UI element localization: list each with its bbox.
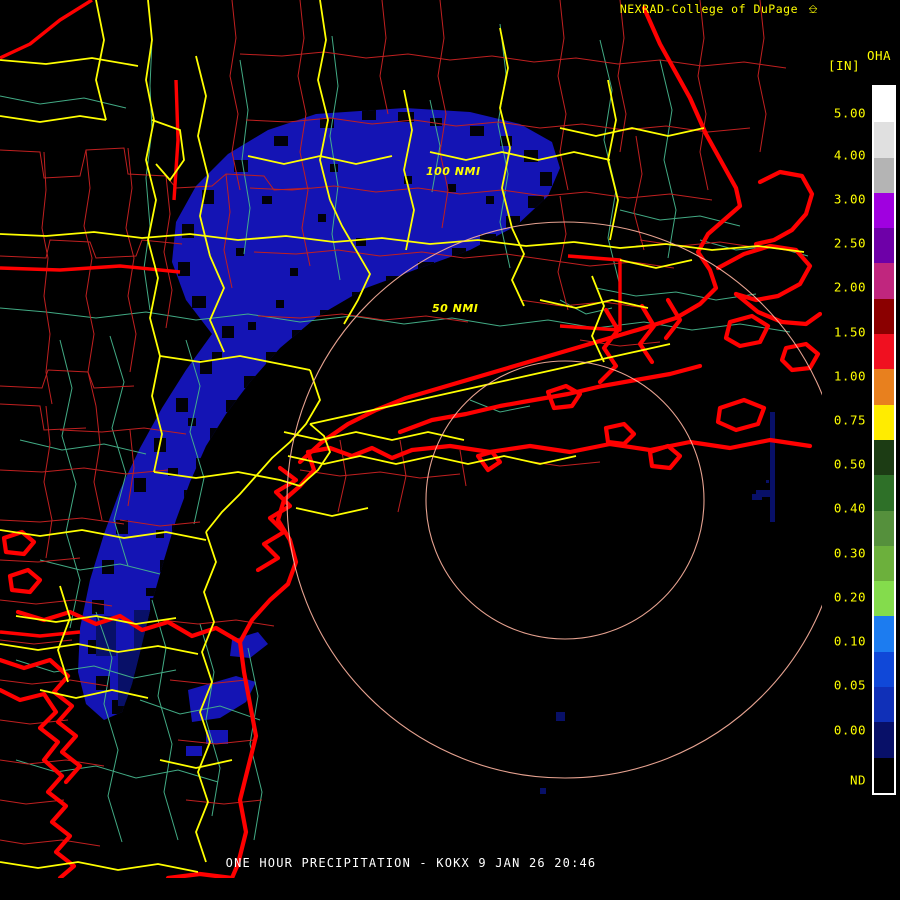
colorbar-tick-label: 0.50	[833, 456, 866, 472]
colorbar-tick-label: 0.30	[833, 545, 866, 561]
colorbar-band	[874, 722, 894, 758]
colorbar-tick-label: 1.00	[833, 368, 866, 384]
colorbar-band	[874, 404, 894, 440]
color-scale-legend: OHA [IN] 5.00 4.00 3.00 2.50 2.00 1.50 1.00 0.7…	[822, 0, 900, 900]
colorbar-tick-label: 1.50	[833, 324, 866, 340]
colorbar-band	[874, 192, 894, 229]
colorbar-tick-label: 3.00	[833, 191, 866, 207]
colorbar-band	[874, 687, 894, 723]
river-layer	[0, 0, 809, 843]
colorbar-tick-label: 0.05	[833, 677, 866, 693]
colorbar-tick-label: 2.50	[833, 235, 866, 251]
colorbar-tick-label: 0.20	[833, 589, 866, 605]
colorbar	[872, 85, 896, 795]
colorbar-band	[874, 87, 894, 123]
colorbar-tick-label: 0.10	[833, 633, 866, 649]
radar-map-canvas: 100 NMI 50 NMI NEXRAD-College of DuPage …	[0, 0, 822, 878]
colorbar-band	[874, 545, 894, 582]
colorbar-band	[874, 157, 894, 193]
map-vector-layer	[0, 0, 822, 878]
colorbar-band	[874, 475, 894, 511]
range-ring-label-100nmi: 100 NMI	[426, 165, 481, 178]
credit-text: NEXRAD-College of DuPage	[619, 2, 798, 16]
registered-mark-icon: ⎒	[808, 2, 818, 16]
colorbar-band	[874, 228, 894, 264]
colorbar-band	[874, 334, 894, 370]
colorbar-tick-label: 4.00	[833, 147, 866, 163]
state-border-layer	[0, 0, 622, 638]
colorbar-band	[874, 369, 894, 405]
legend-product-code: OHA	[867, 48, 892, 63]
colorbar-band	[874, 581, 894, 617]
colorbar-band	[874, 298, 894, 335]
range-ring-100nmi	[286, 221, 822, 779]
colorbar-tick-label: 2.00	[833, 279, 866, 295]
colorbar-band	[874, 510, 894, 546]
colorbar-band	[874, 122, 894, 158]
source-credit: NEXRAD-College of DuPage ⎒	[620, 2, 818, 17]
colorbar-tick-labels: 5.00 4.00 3.00 2.50 2.00 1.50 1.00 0.75 0.50 0.40…	[822, 0, 900, 900]
colorbar-band	[874, 263, 894, 299]
range-ring-label-50nmi: 50 NMI	[432, 302, 479, 315]
colorbar-band	[874, 439, 894, 476]
colorbar-tick-label: 0.00	[833, 722, 866, 738]
range-ring-50nmi	[425, 360, 705, 640]
highway-layer	[0, 0, 805, 873]
coastline-layer	[0, 5, 822, 878]
colorbar-bands	[874, 87, 894, 793]
product-caption: ONE HOUR PRECIPITATION - KOKX 9 JAN 26 2…	[225, 856, 597, 870]
colorbar-tick-label: ND	[849, 772, 866, 788]
colorbar-band	[874, 651, 894, 688]
county-line-layer	[0, 0, 787, 847]
legend-unit-label: [IN]	[828, 58, 861, 73]
range-ring-layer	[286, 221, 822, 779]
colorbar-band	[874, 757, 894, 793]
precip-echo-offshore	[540, 412, 775, 794]
colorbar-tick-label: 5.00	[833, 105, 866, 121]
colorbar-band	[874, 616, 894, 652]
colorbar-tick-label: 0.75	[833, 412, 866, 428]
colorbar-tick-label: 0.40	[833, 500, 866, 516]
